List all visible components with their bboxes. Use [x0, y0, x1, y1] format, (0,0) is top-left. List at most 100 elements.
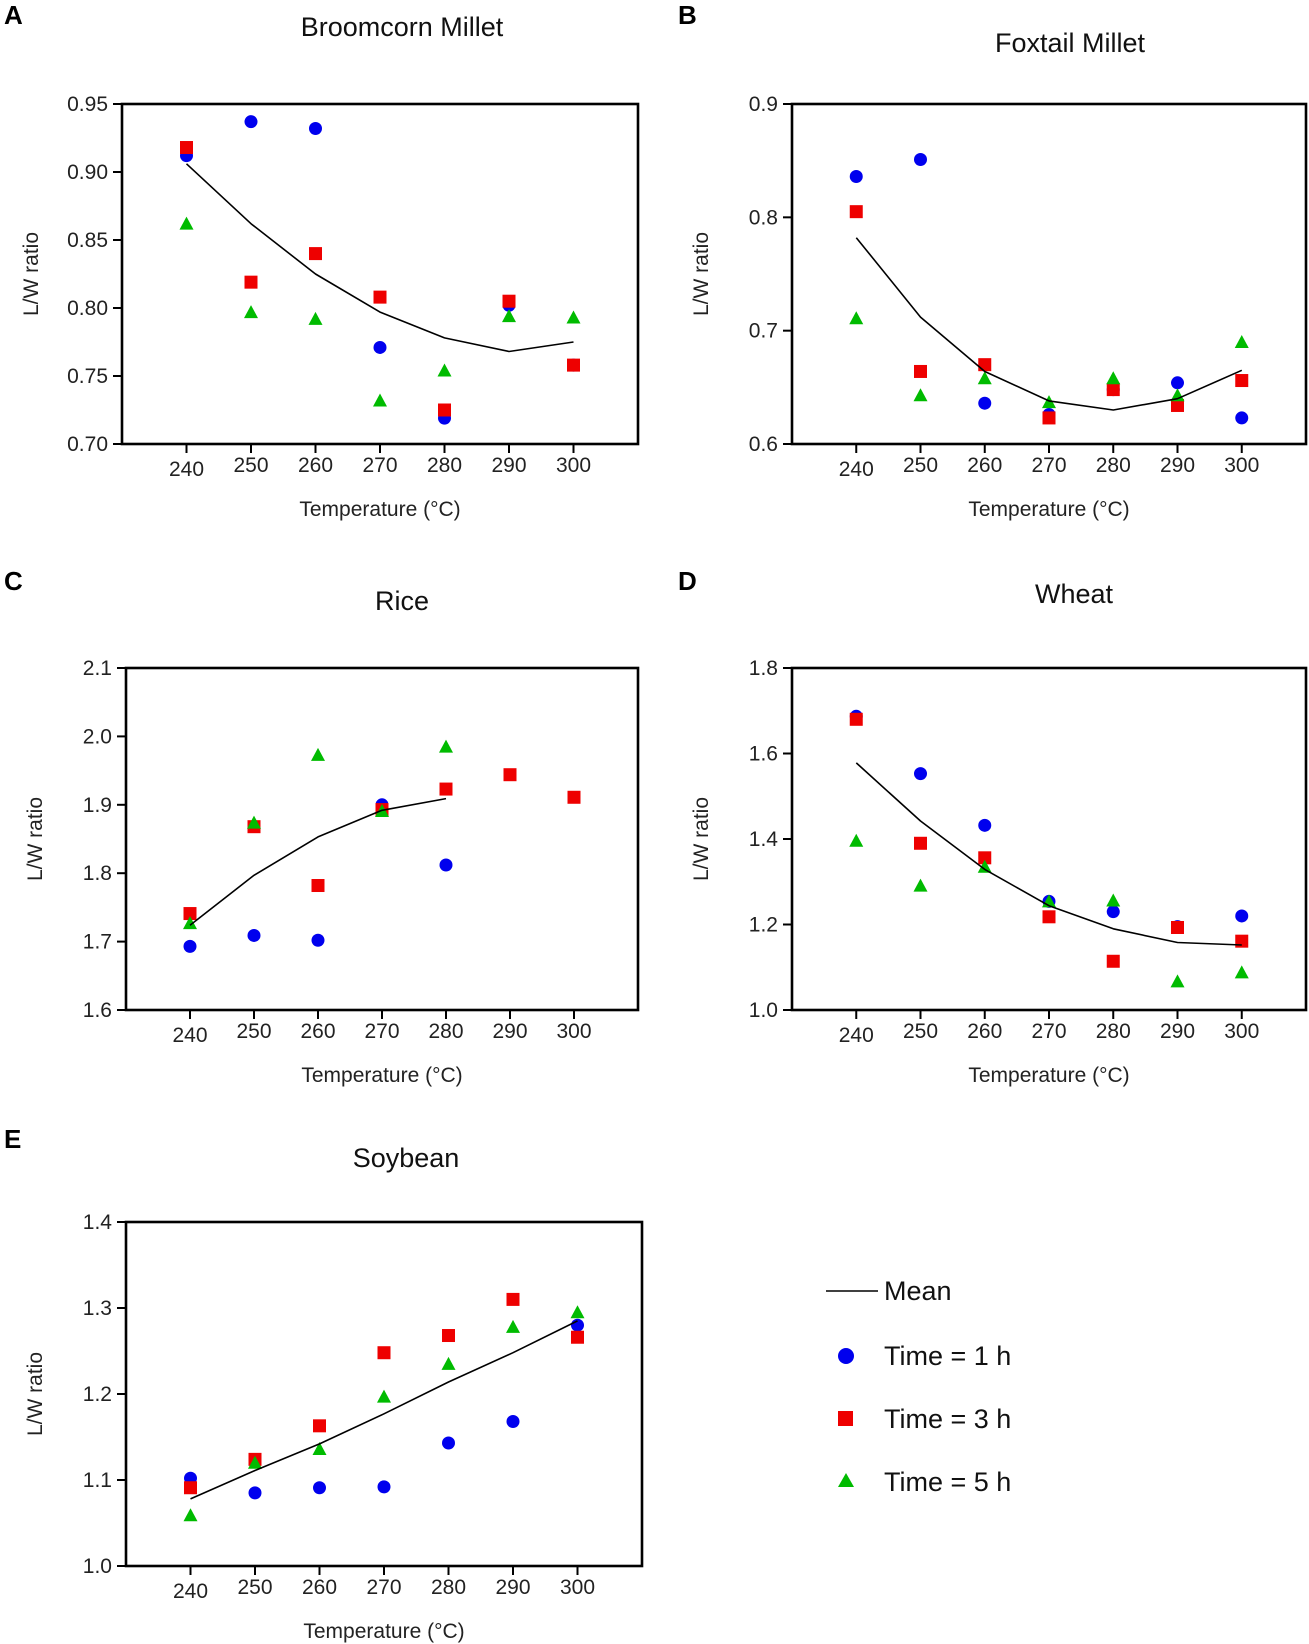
- point-time5: [1234, 335, 1249, 348]
- point-time1: [247, 928, 261, 942]
- legend-mean-label: Mean: [884, 1276, 952, 1306]
- point-time5: [244, 305, 258, 319]
- point-time3: [1171, 920, 1184, 934]
- x-tick-label: 300: [1224, 454, 1259, 477]
- panel-letter-c: C: [4, 566, 23, 596]
- point-time5: [570, 1305, 585, 1319]
- point-time1: [313, 1481, 326, 1495]
- x-tick-label: 240: [172, 1024, 207, 1047]
- y-tick-label: 0.6: [749, 433, 778, 456]
- point-time5: [308, 311, 323, 325]
- chart-panel-a: A Broomcorn Millet 0.70 0.75 0.80 0.85 0.90 0.9…: [4, 0, 640, 521]
- point-time3: [309, 247, 322, 261]
- point-time3: [1106, 954, 1120, 968]
- point-time5: [1234, 965, 1249, 979]
- x-tick-label: 280: [431, 1576, 466, 1599]
- y-tick-label: 1.7: [83, 931, 112, 954]
- panel-letter-e: E: [4, 1124, 21, 1154]
- point-time5: [179, 216, 194, 230]
- mean-line: [189, 797, 447, 926]
- x-axis-label: Temperature (°C): [303, 1620, 464, 1643]
- x-tick-label: 240: [169, 458, 204, 481]
- point-time3: [503, 768, 517, 782]
- point-time3: [183, 907, 197, 921]
- plot-frame: [124, 666, 640, 1012]
- chart-title: Rice: [375, 586, 429, 616]
- y-tick-label: 2.1: [83, 657, 112, 680]
- point-time1: [373, 340, 387, 354]
- point-time3: [1042, 411, 1056, 425]
- x-tick-label: 240: [839, 458, 874, 481]
- x-tick-label: 280: [427, 454, 462, 477]
- y-tick-label: 1.0: [749, 999, 778, 1022]
- y-tick-label: 0.90: [67, 161, 108, 184]
- legend-time1-label: Time = 1 h: [884, 1341, 1011, 1371]
- point-time3: [184, 1481, 197, 1495]
- legend-time5-marker: [838, 1473, 854, 1487]
- y-tick-label: 1.9: [83, 794, 112, 817]
- point-time3: [244, 275, 258, 289]
- y-tick-label: 1.4: [749, 828, 779, 851]
- point-time1: [1106, 905, 1120, 919]
- y-tick-label: 1.0: [83, 1555, 112, 1578]
- chart-title: Wheat: [1035, 579, 1114, 609]
- x-tick-label: 260: [967, 1020, 1002, 1043]
- x-tick-label: 270: [1031, 1020, 1066, 1043]
- point-time3: [311, 879, 325, 893]
- point-time5: [183, 916, 197, 930]
- y-tick-label: 0.70: [67, 433, 108, 456]
- x-tick-label: 300: [556, 454, 591, 477]
- point-time3: [914, 836, 927, 850]
- legend-time3-label: Time = 3 h: [884, 1404, 1011, 1434]
- point-time5: [977, 371, 992, 385]
- plot-frame: [790, 102, 1308, 446]
- point-time3: [1106, 383, 1120, 397]
- x-tick-label: 240: [839, 1024, 874, 1047]
- point-time3: [506, 1292, 520, 1306]
- y-tick-label: 1.8: [83, 862, 112, 885]
- x-tick-label: 270: [366, 1576, 401, 1599]
- chart-panel-d: D Wheat 1.0 1.2 1.4 1.6 1.8 240 250 260 270 280 290 3…: [678, 566, 1308, 1087]
- x-tick-label: 260: [967, 454, 1002, 477]
- x-axis-label: Temperature (°C): [968, 498, 1129, 521]
- x-tick-label: 250: [236, 1020, 271, 1043]
- point-time5: [373, 393, 387, 407]
- point-time3: [180, 141, 193, 155]
- point-time3: [313, 1419, 326, 1433]
- y-tick-label: 1.8: [749, 657, 778, 680]
- point-time1: [442, 1436, 455, 1450]
- point-time1: [1235, 411, 1249, 425]
- point-time1: [849, 170, 863, 184]
- point-time5: [566, 310, 581, 324]
- point-time5: [913, 388, 928, 402]
- x-tick-label: 260: [302, 1576, 337, 1599]
- point-time1: [506, 1415, 520, 1429]
- x-tick-label: 300: [1224, 1020, 1259, 1043]
- point-time3: [1235, 374, 1249, 388]
- legend: Mean Time = 1 h Time = 3 h Time = 5 h: [826, 1276, 1011, 1497]
- x-tick-label: 270: [364, 1020, 399, 1043]
- point-time5: [377, 1389, 391, 1403]
- y-tick-label: 0.85: [67, 229, 108, 252]
- point-time3: [442, 1329, 455, 1343]
- point-time5: [1106, 371, 1121, 385]
- mean-line: [190, 1320, 578, 1500]
- y-tick-label: 0.7: [749, 320, 778, 343]
- x-tick-label: 270: [362, 454, 397, 477]
- x-tick-label: 250: [903, 454, 938, 477]
- point-time1: [377, 1480, 391, 1494]
- x-tick-label: 300: [556, 1020, 591, 1043]
- point-time1: [978, 396, 992, 410]
- y-axis-label: L/W ratio: [24, 797, 47, 881]
- x-tick-label: 300: [560, 1576, 595, 1599]
- x-tick-label: 250: [237, 1576, 272, 1599]
- y-tick-label: 1.6: [749, 743, 778, 766]
- y-tick-label: 0.75: [67, 365, 108, 388]
- chart-panel-b: B Foxtail Millet 0.6 0.7 0.8 0.9 240 250 260 270 2…: [678, 0, 1308, 521]
- y-axis-label: L/W ratio: [20, 232, 43, 316]
- point-time3: [978, 851, 992, 865]
- y-tick-label: 1.6: [83, 999, 112, 1022]
- point-time3: [438, 403, 451, 417]
- point-time1: [311, 933, 325, 947]
- x-tick-label: 280: [1096, 1020, 1131, 1043]
